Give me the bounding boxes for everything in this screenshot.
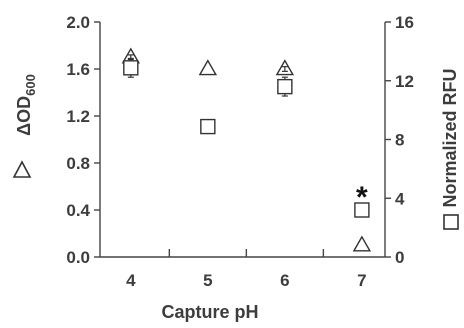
x-axis-ticks: 4 5 6 7 [126, 249, 367, 290]
triangle-point [275, 59, 295, 76]
left-axis-title: ΔOD600 [12, 74, 38, 178]
left-axis-triangle-legend-icon [12, 160, 32, 178]
right-axis-title: Normalized RFU [440, 68, 460, 230]
square-point [123, 60, 139, 76]
significance-asterisk: * [356, 181, 368, 214]
right-axis-ticks: 0 4 8 12 16 [385, 13, 414, 267]
right-tick-label: 12 [395, 72, 414, 91]
x-axis-title: Capture pH [161, 302, 258, 322]
axes [99, 22, 386, 258]
x-tick-label: 7 [357, 271, 366, 290]
left-tick-label: 0.4 [66, 201, 90, 220]
left-tick-label: 1.2 [66, 107, 90, 126]
triangle-point [352, 235, 372, 252]
square-point [277, 78, 293, 95]
x-tick-label: 4 [126, 271, 136, 290]
left-axis-title-main: ΔOD [14, 96, 34, 136]
right-axis-square-legend-icon [443, 214, 459, 230]
left-axis-ticks: 0.0 0.4 0.8 1.2 1.6 2.0 [66, 13, 100, 267]
left-tick-label: 0.8 [66, 154, 90, 173]
right-tick-label: 0 [395, 248, 404, 267]
right-tick-label: 4 [395, 189, 405, 208]
square-point [200, 118, 216, 135]
right-tick-label: 16 [395, 13, 414, 32]
left-tick-label: 0.0 [66, 248, 90, 267]
left-tick-label: 2.0 [66, 13, 90, 32]
x-tick-label: 5 [203, 271, 212, 290]
left-axis-title-subscript: 600 [23, 74, 38, 96]
left-tick-label: 1.6 [66, 60, 90, 79]
x-tick-label: 6 [280, 271, 289, 290]
right-tick-label: 8 [395, 131, 404, 150]
data-marks: * [121, 47, 372, 252]
right-axis-title-text: Normalized RFU [440, 68, 460, 207]
svg-text:ΔOD600: ΔOD600 [14, 74, 38, 136]
triangle-point [198, 59, 218, 76]
square-point [354, 202, 370, 218]
